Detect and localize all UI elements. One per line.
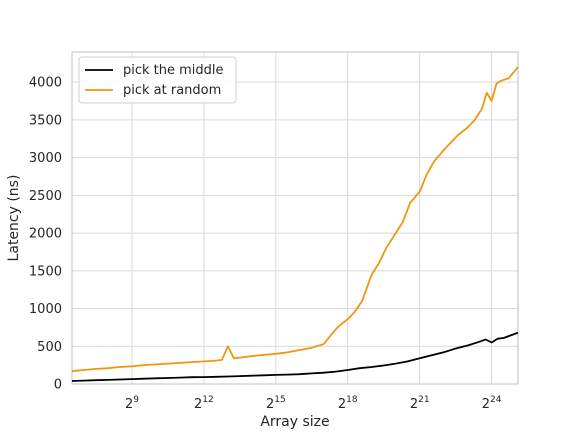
x-tick-label: 212 (194, 395, 214, 412)
y-tick-label: 2500 (29, 189, 62, 204)
y-tick-label: 2000 (29, 227, 62, 242)
series-line-pick-at-random (71, 66, 519, 373)
series-line-pick-the-middle (71, 331, 519, 382)
legend: pick the middle pick at random (78, 56, 237, 104)
x-tick-labels: 29 212 215 218 221 224 (125, 395, 502, 412)
plot-background (72, 52, 518, 384)
legend-label-pick-the-middle: pick the middle (123, 63, 224, 78)
y-tick-label: 1000 (29, 302, 62, 317)
y-tick-label: 0 (54, 378, 62, 393)
x-axis-title: Array size (260, 414, 329, 430)
legend-label-pick-at-random: pick at random (123, 83, 221, 98)
series-layer (71, 66, 519, 382)
y-tick-labels: 0 500 1000 1500 2000 2500 3000 3500 4000 (29, 76, 62, 393)
legend-box (78, 56, 237, 104)
y-tick-label: 3000 (29, 151, 62, 166)
y-axis-title: Latency (ns) (6, 175, 22, 262)
x-tick-label: 224 (482, 395, 502, 412)
x-tick-label: 29 (125, 395, 139, 412)
x-tick-label: 221 (410, 395, 430, 412)
y-tick-label: 3500 (29, 113, 62, 128)
x-tick-label: 215 (266, 395, 286, 412)
y-tick-label: 500 (37, 340, 62, 355)
y-tick-label: 4000 (29, 76, 62, 91)
plot-frame (71, 51, 519, 385)
x-tick-label: 218 (338, 395, 358, 412)
y-tick-label: 1500 (29, 264, 62, 279)
